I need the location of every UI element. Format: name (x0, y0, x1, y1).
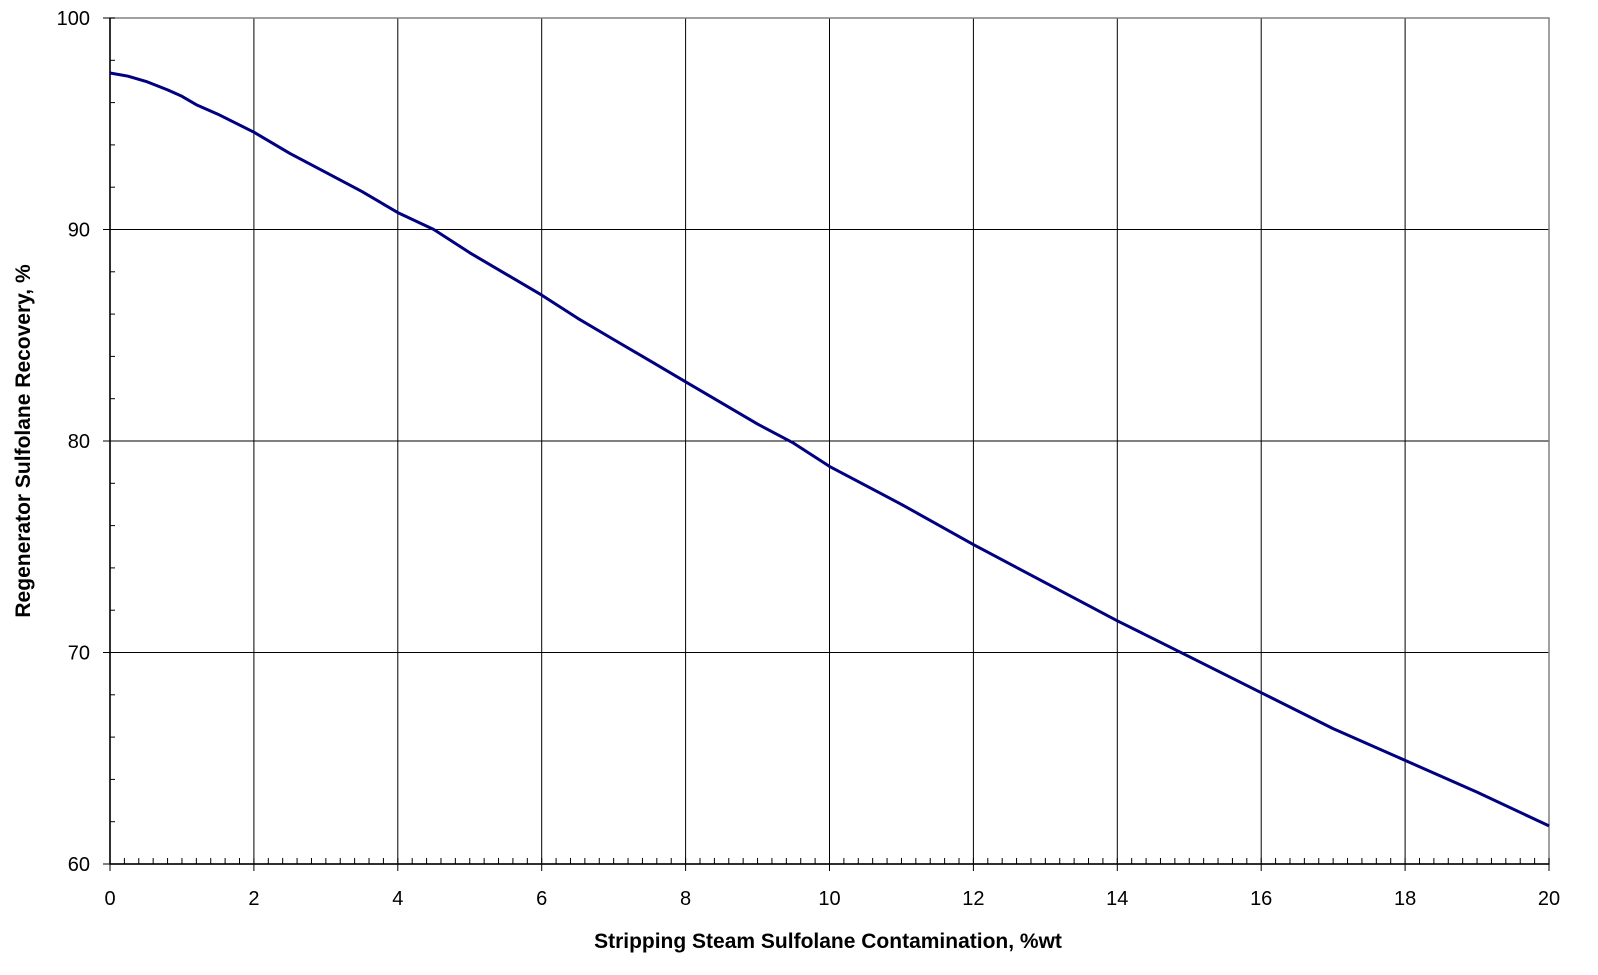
series-line (109, 71, 1550, 828)
x-tick-label: 18 (1394, 888, 1416, 910)
x-tick-label: 6 (536, 888, 547, 910)
y-tick-label: 60 (68, 854, 90, 876)
y-tick-labels: 60 70 80 90 100 (57, 8, 90, 876)
minor-ticks (103, 17, 1550, 871)
x-tick-label: 10 (818, 888, 840, 910)
y-axis-title: Regenerator Sulfolane Recovery, % (12, 264, 35, 618)
x-axis-title: Stripping Steam Sulfolane Contamination,… (594, 930, 1062, 953)
y-tick-label: 100 (57, 8, 90, 30)
x-tick-label: 16 (1250, 888, 1272, 910)
x-tick-label: 4 (392, 888, 403, 910)
gridlines (110, 18, 1549, 864)
y-tick-label: 80 (68, 431, 90, 453)
x-tick-label: 8 (680, 888, 691, 910)
x-tick-label: 0 (104, 888, 115, 910)
y-tick-label: 70 (68, 643, 90, 665)
x-tick-label: 12 (962, 888, 984, 910)
y-tick-label: 90 (68, 220, 90, 242)
x-tick-label: 20 (1538, 888, 1560, 910)
x-tick-labels: 0 2 4 6 8 10 12 14 16 18 20 (104, 888, 1560, 910)
x-tick-label: 2 (248, 888, 259, 910)
x-tick-label: 14 (1106, 888, 1128, 910)
